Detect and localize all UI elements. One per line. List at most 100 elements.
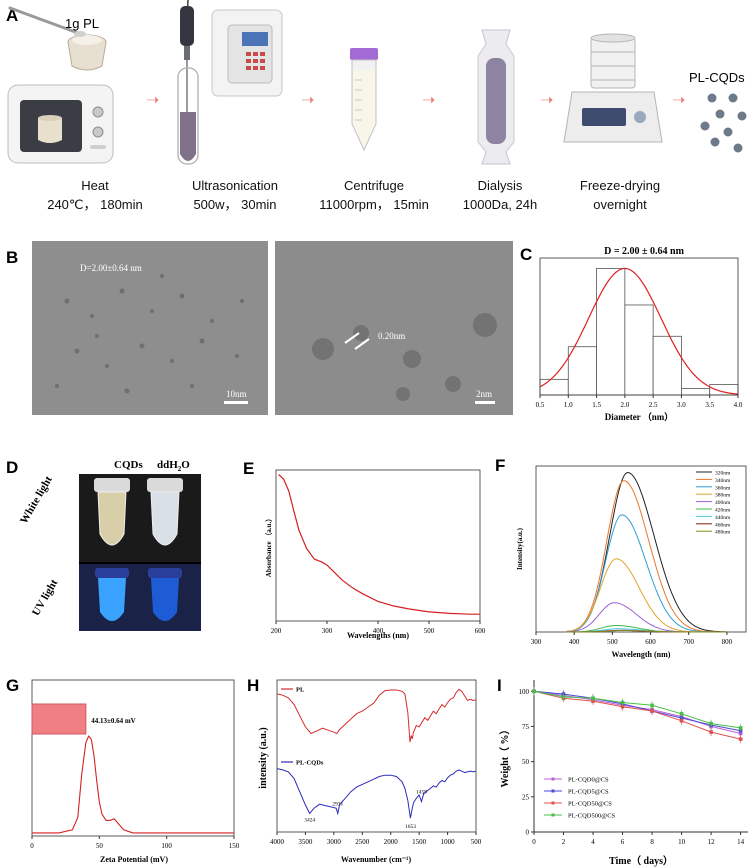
panel-label-f: F xyxy=(495,456,506,475)
photo-row-white: White light xyxy=(18,474,55,526)
x-tick-label: 3000 xyxy=(327,838,342,846)
x-axis-label: Diameter （nm） xyxy=(605,412,674,422)
x-tick-label: 300 xyxy=(531,638,542,646)
arrow-icon: ➝ xyxy=(672,92,686,109)
step-centrifuge: Centrifuge 11000rpm， 15min xyxy=(319,178,429,212)
legend-label: PL-CQD5@CS xyxy=(568,789,609,796)
x-tick-label: 4.0 xyxy=(734,401,743,409)
y-axis-label: Intensity(a.u.) xyxy=(516,527,524,570)
x-tick-label: 4000 xyxy=(270,838,285,846)
x-tick-label: 12 xyxy=(708,838,716,846)
x-tick-label: 6 xyxy=(621,838,625,846)
x-tick-label: 100 xyxy=(161,842,172,850)
legend-label: 480nm xyxy=(715,530,731,536)
legend-label: 360nm xyxy=(715,485,731,491)
legend-marker xyxy=(551,813,555,817)
tem-scale-right: 2nm xyxy=(476,389,493,399)
legend-marker xyxy=(551,777,555,781)
microwave-icon xyxy=(7,84,114,164)
peak-label: 1653 xyxy=(405,824,416,830)
data-point xyxy=(738,726,743,730)
zeta-range-box xyxy=(31,703,87,735)
x-tick-label: 1.5 xyxy=(592,401,601,409)
data-point xyxy=(679,711,684,716)
chart-h-ftir: PL PL-CQDs 3424 2931 1653 1459 4000 3500 3000 250… xyxy=(258,679,482,864)
data-point xyxy=(650,709,654,713)
vial-uv-cqds xyxy=(95,568,129,621)
data-point xyxy=(561,695,566,699)
legend-label: PL-CQD50@CS xyxy=(568,801,612,808)
x-tick-label: 14 xyxy=(737,838,745,846)
y-tick-label: 100 xyxy=(519,688,530,696)
data-point xyxy=(620,700,625,705)
x-axis-label: Wavelengths (nm) xyxy=(347,631,409,640)
data-point xyxy=(650,703,654,708)
series-line xyxy=(533,690,741,732)
y-axis-label: Weight（ %） xyxy=(498,724,511,787)
arrow-icon: ➝ xyxy=(146,92,160,109)
x-axis-label: Wavelength (nm) xyxy=(612,650,671,659)
legend-label: 340nm xyxy=(715,478,731,484)
vial-uv-water xyxy=(148,568,182,621)
x-axis-label: Zeta Potential (mV) xyxy=(100,855,168,864)
x-tick-label: 1500 xyxy=(412,838,427,846)
x-tick-label: 2.5 xyxy=(649,401,658,409)
ultrasonicator-icon xyxy=(177,0,283,165)
panel-label-c: C xyxy=(520,245,533,264)
chart-i-weight: 0 25 50 75 100 0 2 4 6 8 10 12 14 PL-CQD0@CS PL-CQD5@C… xyxy=(498,680,748,867)
arrow-icon: ➝ xyxy=(422,92,436,109)
plot-frame xyxy=(275,469,481,622)
spectrum-PL xyxy=(276,688,477,743)
x-tick-label: 500 xyxy=(424,627,435,635)
x-axis-label: Time（ days） xyxy=(609,854,673,867)
plot-frame xyxy=(31,679,235,837)
x-tick-label: 600 xyxy=(645,638,656,646)
chart-c-histogram: D = 2.00 ± 0.64 nm 0.5 1.0 1.5 2.0 2.5 3.0 3.5 4… xyxy=(536,246,743,422)
x-tick-label: 50 xyxy=(96,842,104,850)
legend-label: 460nm xyxy=(715,522,731,528)
data-point xyxy=(738,737,743,741)
legend-label: PL-CQD0@CS xyxy=(568,777,609,784)
photo-row-uv: UV light xyxy=(30,577,61,618)
series-line-400nm xyxy=(566,602,727,633)
step-dialysis: Dialysis 1000Da, 24h xyxy=(462,178,538,212)
step-ultrasonication: Ultrasonication 500w， 30min xyxy=(192,178,278,212)
zeta-annotation: 44.13±0.64 mV xyxy=(91,717,135,725)
x-tick-label: 150 xyxy=(229,842,240,850)
product-label: PL-CQDs xyxy=(689,70,745,85)
tem-image-right: 0.20nm 2nm xyxy=(275,241,513,415)
x-tick-label: 8 xyxy=(650,838,654,846)
data-point xyxy=(709,721,713,726)
legend-label: PL xyxy=(296,687,305,694)
plot-frame xyxy=(276,679,477,833)
legend-label: 400nm xyxy=(715,500,731,506)
panel-label-h: H xyxy=(247,676,260,695)
series-line-380nm xyxy=(566,558,727,633)
chart-g-zeta: 44.13±0.64 mV 0 50 100 150 Zeta Potential (mV… xyxy=(30,679,240,864)
histogram-bar xyxy=(539,378,569,396)
chart-e-absorbance: 200 300 400 500 600 Wavelengths (nm) Absorbanc… xyxy=(265,469,486,640)
x-tick-label: 10 xyxy=(678,838,686,846)
tem-image-left: D=2.00±0.64 nm 10nm xyxy=(32,241,268,415)
legend-label: PL-CQDs xyxy=(296,760,324,767)
tem-scale-left: 10nm xyxy=(226,389,247,399)
histogram-bar xyxy=(596,268,626,396)
x-tick-label: 0 xyxy=(30,842,34,850)
centrifuge-tube-icon xyxy=(350,48,378,152)
series-line xyxy=(533,690,741,729)
panel-label-i: I xyxy=(497,676,502,695)
step-freeze-drying: Freeze-drying overnight xyxy=(579,178,661,212)
x-tick-label: 4 xyxy=(591,838,595,846)
peak-label: 2931 xyxy=(332,801,343,807)
zeta-line xyxy=(32,735,234,834)
photo-col-water: ddH2O xyxy=(157,459,190,474)
x-tick-label: 0.5 xyxy=(536,401,545,409)
plot-frame xyxy=(539,257,739,396)
arrow-icon: ➝ xyxy=(540,92,554,109)
series-line xyxy=(533,690,741,740)
series-line-340nm xyxy=(566,480,727,633)
panel-label-e: E xyxy=(243,459,255,478)
data-point xyxy=(591,696,595,701)
arrow-icon: ➝ xyxy=(301,92,315,109)
